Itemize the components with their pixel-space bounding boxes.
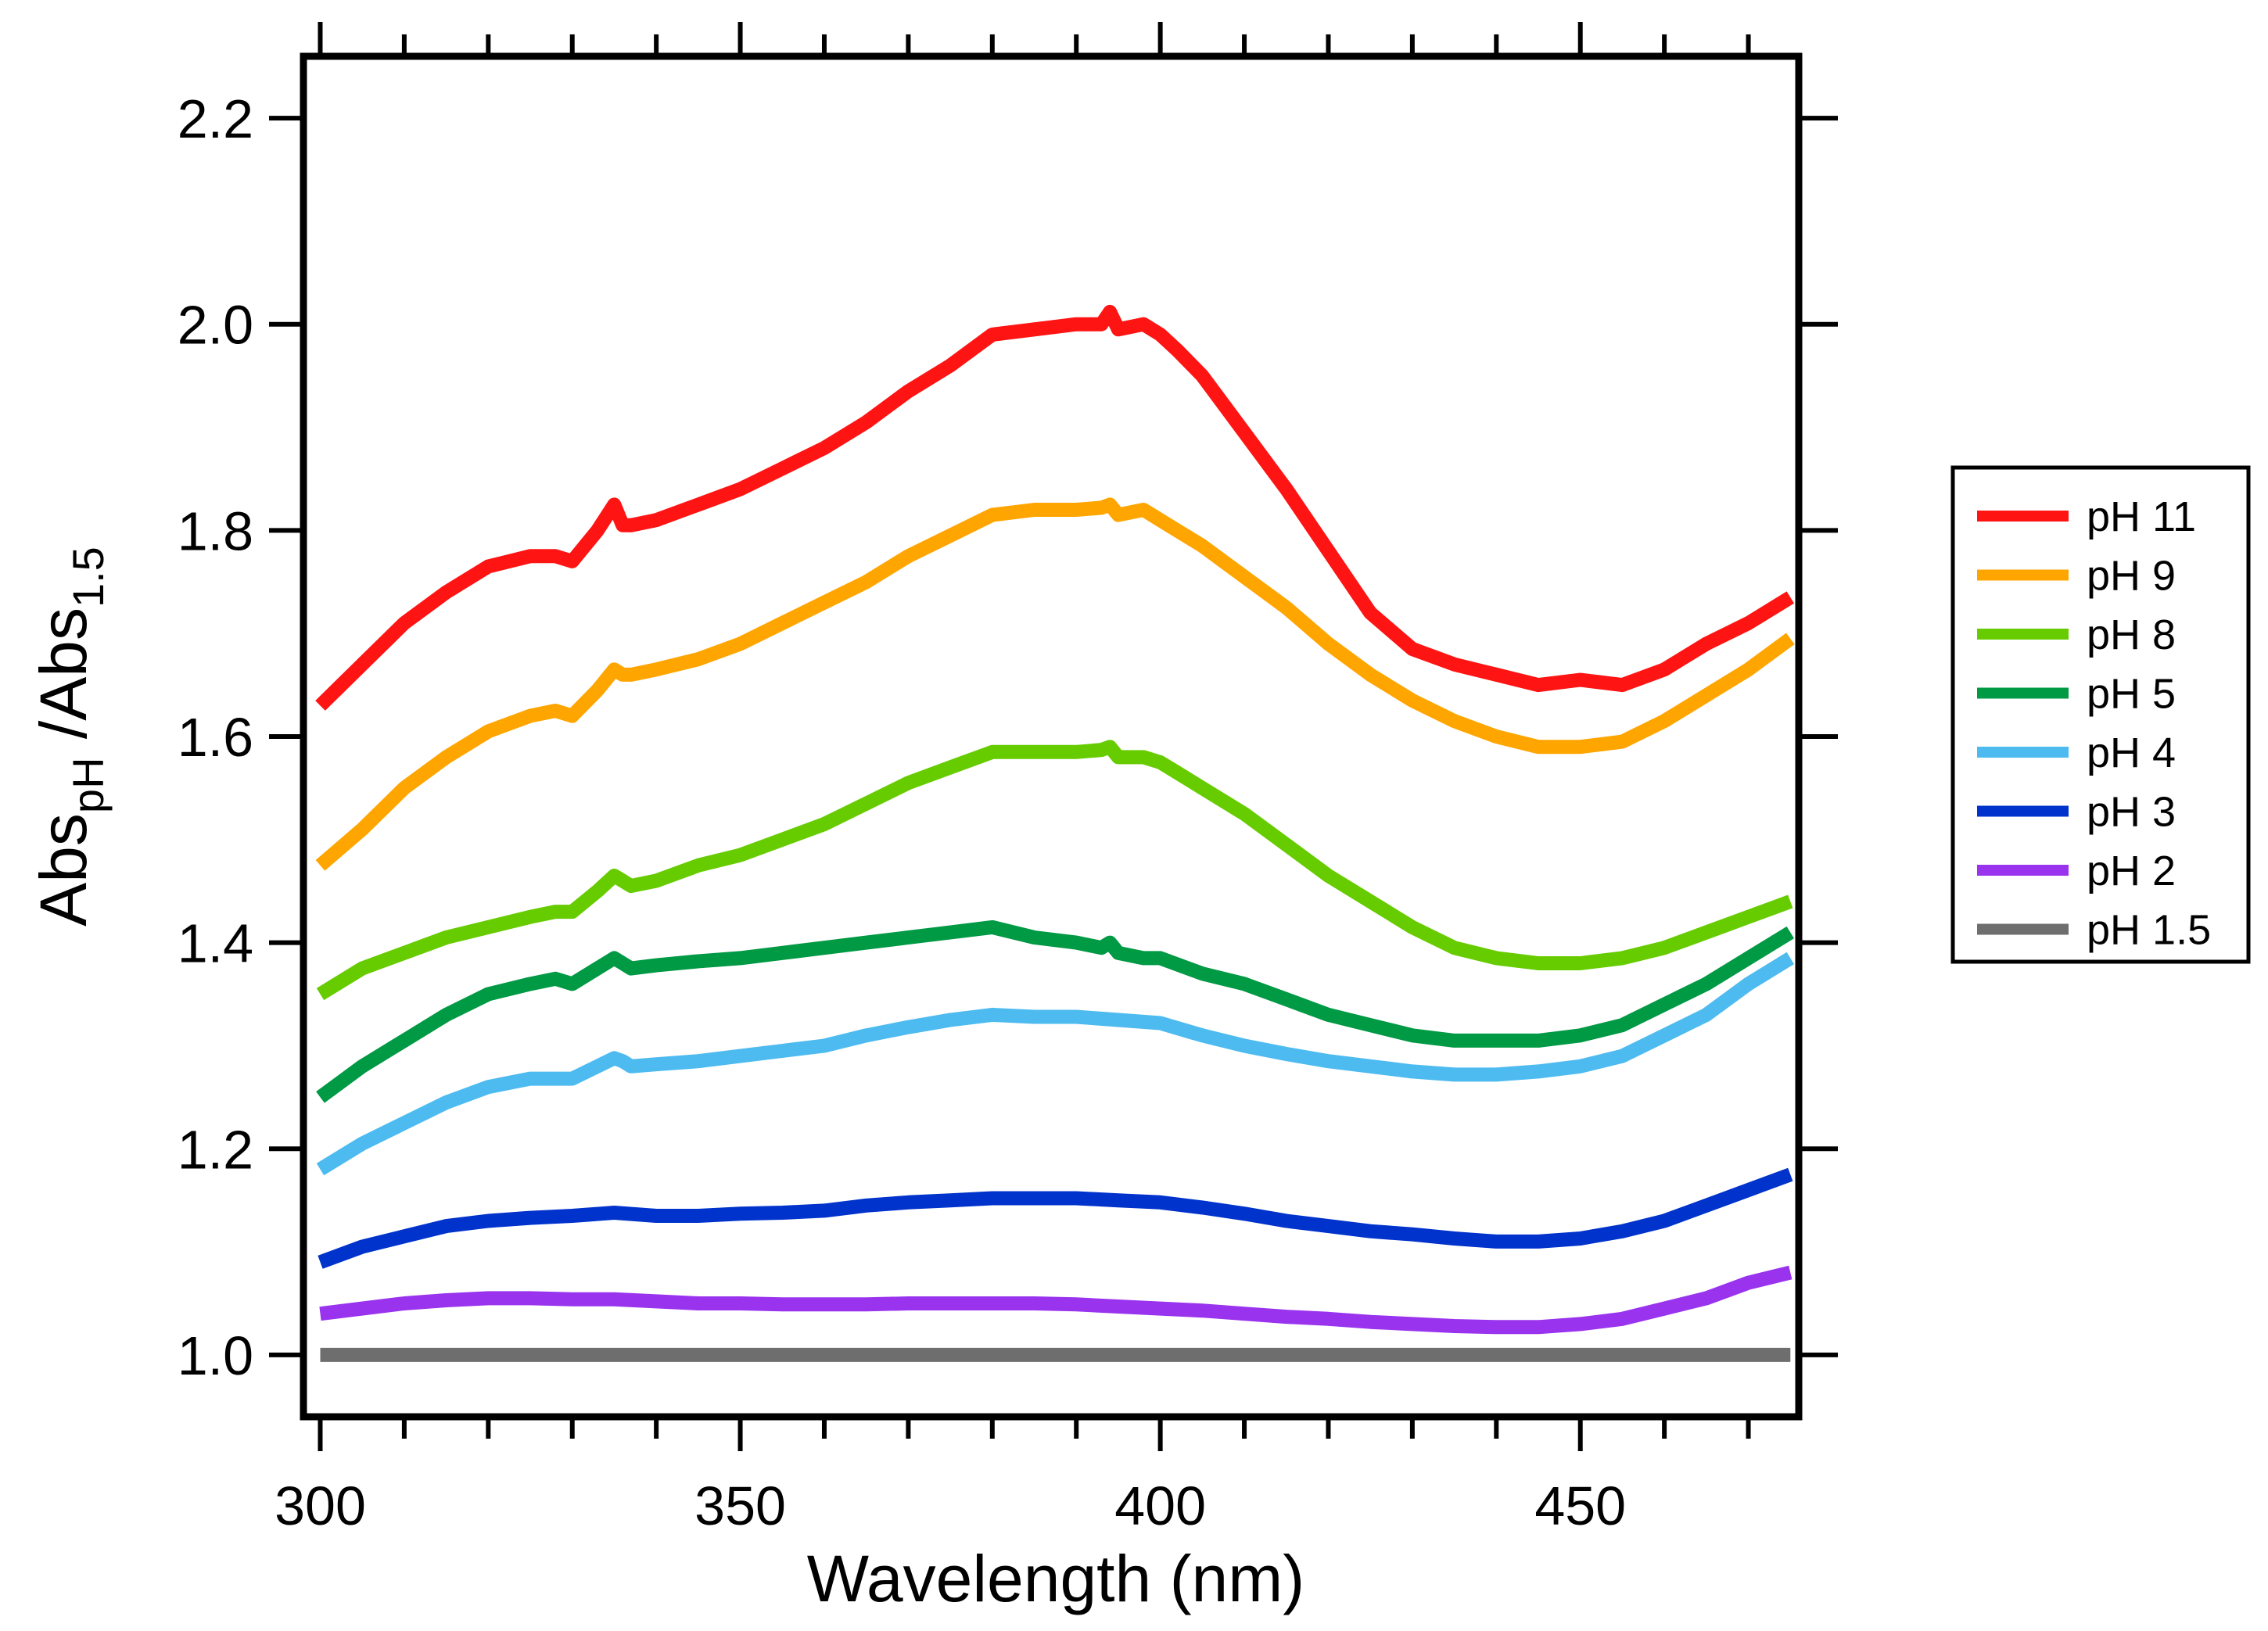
legend-label-ph-2: pH 2: [2087, 848, 2176, 894]
y-tick-label: 1.8: [178, 500, 253, 561]
y-tick-label: 2.2: [178, 88, 253, 149]
legend-label-ph-11: pH 11: [2087, 493, 2196, 540]
series-line-ph-3: [318, 1167, 1793, 1269]
x-axis-title: Wavelength (nm): [807, 1542, 1304, 1615]
y-tick-label: 1.4: [178, 913, 253, 974]
y-tick-label: 1.2: [178, 1119, 253, 1180]
legend: pH 11 pH 9 pH 8 pH 5 pH 4 pH 3 pH 2 pH 1.5: [1950, 465, 2251, 964]
legend-label-ph-1-5: pH 1.5: [2087, 907, 2211, 954]
legend-label-ph-4: pH 4: [2087, 729, 2176, 776]
series-line-ph-8: [316, 740, 1793, 1001]
legend-items: pH 11 pH 9 pH 8 pH 5 pH 4 pH 3 pH 2 pH 1.5: [1977, 493, 2211, 954]
y-axis-title-part: Abs: [27, 813, 100, 927]
tick-labels: 300 350 400 450 1.0 1.2 1.4 1.6 1.8 2.0 2.2: [178, 88, 1626, 1536]
legend-label-ph-9: pH 9: [2087, 553, 2176, 600]
legend-box: [1950, 465, 2251, 964]
series-line-ph-11: [315, 304, 1795, 711]
y-tick-label: 2.0: [178, 295, 253, 356]
x-tick-label: 400: [1114, 1475, 1206, 1536]
x-tick-label: 300: [275, 1475, 366, 1536]
axis-ticks: [269, 22, 1838, 1451]
series-line-ph-9: [315, 497, 1795, 871]
series-lines: [315, 304, 1795, 1362]
y-tick-label: 1.0: [178, 1325, 253, 1386]
y-axis-title-part: /Abs: [27, 608, 100, 757]
x-tick-label: 350: [694, 1475, 786, 1536]
y-axis-title-subscript: 1.5: [63, 547, 113, 608]
legend-label-ph-3: pH 3: [2087, 789, 2176, 836]
x-tick-label: 450: [1534, 1475, 1626, 1536]
y-axis-title-subscript: pH: [63, 757, 113, 813]
legend-label-ph-8: pH 8: [2087, 611, 2176, 658]
series-line-ph-2: [319, 1265, 1793, 1335]
y-tick-label: 1.6: [178, 707, 253, 768]
legend-label-ph-5: pH 5: [2087, 671, 2176, 718]
series-line-ph-4: [316, 952, 1795, 1176]
y-axis-title: AbspH /Abs1.5: [27, 547, 113, 927]
series-line-ph-5: [316, 919, 1795, 1103]
plot-frame: [300, 52, 1803, 1421]
